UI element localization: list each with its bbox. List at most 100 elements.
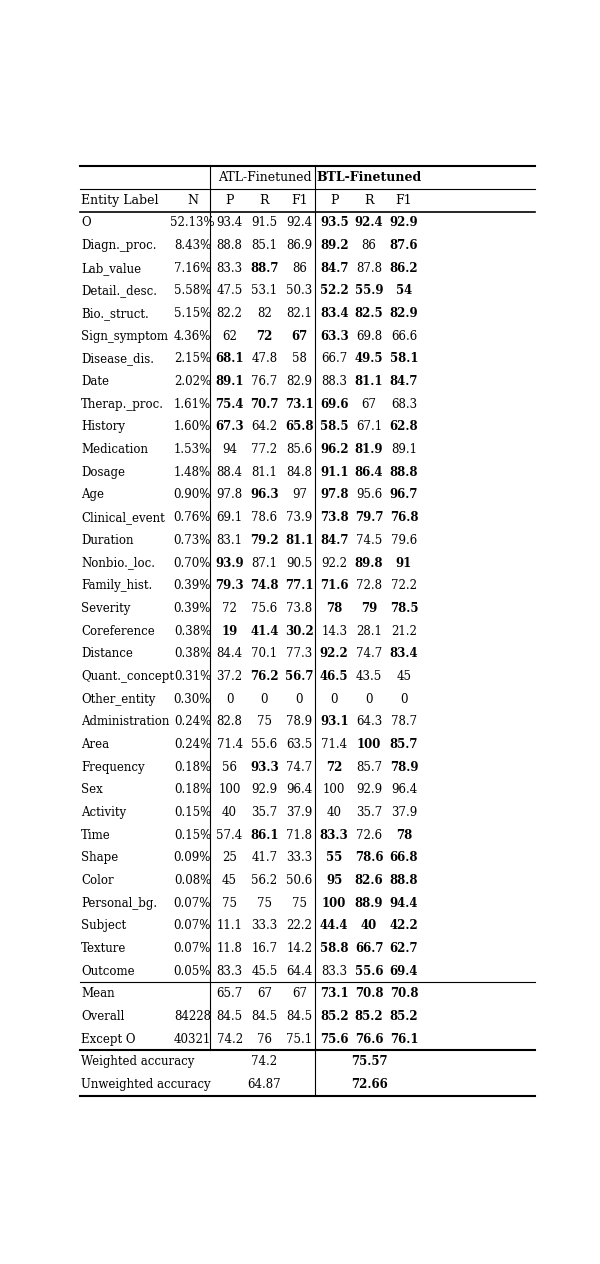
Text: 96.2: 96.2 bbox=[320, 444, 349, 456]
Text: 89.1: 89.1 bbox=[391, 444, 417, 456]
Text: 5.58%: 5.58% bbox=[174, 284, 211, 297]
Text: 87.8: 87.8 bbox=[356, 262, 382, 274]
Text: 82.8: 82.8 bbox=[217, 715, 242, 728]
Text: 84.7: 84.7 bbox=[390, 375, 418, 388]
Text: Diagn._proc.: Diagn._proc. bbox=[81, 239, 157, 252]
Text: F1: F1 bbox=[291, 193, 308, 207]
Text: Subject: Subject bbox=[81, 919, 126, 933]
Text: 16.7: 16.7 bbox=[251, 942, 278, 954]
Text: 67: 67 bbox=[257, 987, 272, 1000]
Text: 71.6: 71.6 bbox=[320, 579, 349, 592]
Text: Family_hist.: Family_hist. bbox=[81, 579, 152, 592]
Text: 47.8: 47.8 bbox=[251, 353, 278, 365]
Text: 83.3: 83.3 bbox=[217, 964, 242, 977]
Text: 44.4: 44.4 bbox=[320, 919, 349, 933]
Text: 85.2: 85.2 bbox=[320, 1010, 349, 1023]
Text: 0.24%: 0.24% bbox=[174, 715, 211, 728]
Text: 94: 94 bbox=[222, 444, 237, 456]
Text: 0.76%: 0.76% bbox=[174, 511, 211, 525]
Text: 11.1: 11.1 bbox=[217, 919, 242, 933]
Text: Coreference: Coreference bbox=[81, 624, 155, 637]
Text: 74.2: 74.2 bbox=[251, 1055, 278, 1068]
Text: 54: 54 bbox=[396, 284, 412, 297]
Text: 72.2: 72.2 bbox=[391, 579, 417, 592]
Text: 88.9: 88.9 bbox=[355, 896, 383, 910]
Text: Activity: Activity bbox=[81, 806, 126, 819]
Text: 43.5: 43.5 bbox=[356, 670, 382, 683]
Text: 85.7: 85.7 bbox=[390, 738, 418, 751]
Text: 82.9: 82.9 bbox=[389, 307, 418, 320]
Text: 83.4: 83.4 bbox=[389, 647, 418, 660]
Text: Nonbio._loc.: Nonbio._loc. bbox=[81, 556, 155, 570]
Text: Outcome: Outcome bbox=[81, 964, 134, 977]
Text: 0.24%: 0.24% bbox=[174, 738, 211, 751]
Text: 1.61%: 1.61% bbox=[174, 398, 211, 411]
Text: 93.5: 93.5 bbox=[320, 216, 349, 230]
Text: 11.8: 11.8 bbox=[217, 942, 242, 954]
Text: 0.70%: 0.70% bbox=[174, 556, 211, 570]
Text: 49.5: 49.5 bbox=[355, 353, 383, 365]
Text: 75: 75 bbox=[222, 896, 237, 910]
Text: 21.2: 21.2 bbox=[391, 624, 417, 637]
Text: 22.2: 22.2 bbox=[286, 919, 313, 933]
Text: 40321: 40321 bbox=[174, 1033, 211, 1045]
Text: 0: 0 bbox=[331, 693, 338, 705]
Text: 87.1: 87.1 bbox=[251, 556, 277, 570]
Text: 35.7: 35.7 bbox=[356, 806, 382, 819]
Text: 64.2: 64.2 bbox=[251, 421, 278, 434]
Text: 67: 67 bbox=[362, 398, 377, 411]
Text: Severity: Severity bbox=[81, 602, 130, 614]
Text: 85.1: 85.1 bbox=[251, 239, 277, 252]
Text: 88.4: 88.4 bbox=[217, 466, 242, 479]
Text: 66.6: 66.6 bbox=[391, 330, 417, 343]
Text: Disease_dis.: Disease_dis. bbox=[81, 353, 154, 365]
Text: 78.6: 78.6 bbox=[251, 511, 278, 525]
Text: 0.18%: 0.18% bbox=[174, 761, 211, 774]
Text: 35.7: 35.7 bbox=[251, 806, 278, 819]
Text: 66.7: 66.7 bbox=[321, 353, 347, 365]
Text: 74.7: 74.7 bbox=[286, 761, 313, 774]
Text: 85.6: 85.6 bbox=[286, 444, 313, 456]
Text: 100: 100 bbox=[357, 738, 382, 751]
Text: 81.9: 81.9 bbox=[355, 444, 383, 456]
Text: 95.6: 95.6 bbox=[356, 488, 382, 502]
Text: 70.1: 70.1 bbox=[251, 647, 278, 660]
Text: ATL-Finetuned: ATL-Finetuned bbox=[218, 171, 311, 185]
Text: 96.4: 96.4 bbox=[286, 784, 313, 796]
Text: 0.15%: 0.15% bbox=[174, 806, 211, 819]
Text: 58.8: 58.8 bbox=[320, 942, 349, 954]
Text: Area: Area bbox=[81, 738, 109, 751]
Text: 58: 58 bbox=[292, 353, 307, 365]
Text: 81.1: 81.1 bbox=[355, 375, 383, 388]
Text: 92.4: 92.4 bbox=[355, 216, 383, 230]
Text: Duration: Duration bbox=[81, 533, 134, 547]
Text: Therap._proc.: Therap._proc. bbox=[81, 398, 164, 411]
Text: 64.4: 64.4 bbox=[286, 964, 313, 977]
Text: 84.5: 84.5 bbox=[217, 1010, 242, 1023]
Text: 64.87: 64.87 bbox=[248, 1078, 281, 1091]
Text: 76.6: 76.6 bbox=[355, 1033, 383, 1045]
Text: 97.8: 97.8 bbox=[217, 488, 242, 502]
Text: 85.7: 85.7 bbox=[356, 761, 382, 774]
Text: 0.18%: 0.18% bbox=[174, 784, 211, 796]
Text: 92.2: 92.2 bbox=[320, 647, 349, 660]
Text: 0: 0 bbox=[226, 693, 233, 705]
Text: 0.07%: 0.07% bbox=[174, 942, 211, 954]
Text: Distance: Distance bbox=[81, 647, 133, 660]
Text: 69.8: 69.8 bbox=[356, 330, 382, 343]
Text: 2.02%: 2.02% bbox=[174, 375, 211, 388]
Text: 55.6: 55.6 bbox=[251, 738, 278, 751]
Text: 50.3: 50.3 bbox=[286, 284, 313, 297]
Text: Administration: Administration bbox=[81, 715, 169, 728]
Text: Clinical_event: Clinical_event bbox=[81, 511, 165, 525]
Text: 56: 56 bbox=[222, 761, 237, 774]
Text: 14.2: 14.2 bbox=[286, 942, 313, 954]
Text: 87.6: 87.6 bbox=[390, 239, 418, 252]
Text: 55.6: 55.6 bbox=[355, 964, 383, 977]
Text: 41.4: 41.4 bbox=[250, 624, 279, 637]
Text: 40: 40 bbox=[327, 806, 342, 819]
Text: 0.09%: 0.09% bbox=[174, 851, 211, 865]
Text: 77.2: 77.2 bbox=[251, 444, 278, 456]
Text: Medication: Medication bbox=[81, 444, 148, 456]
Text: 79.2: 79.2 bbox=[250, 533, 279, 547]
